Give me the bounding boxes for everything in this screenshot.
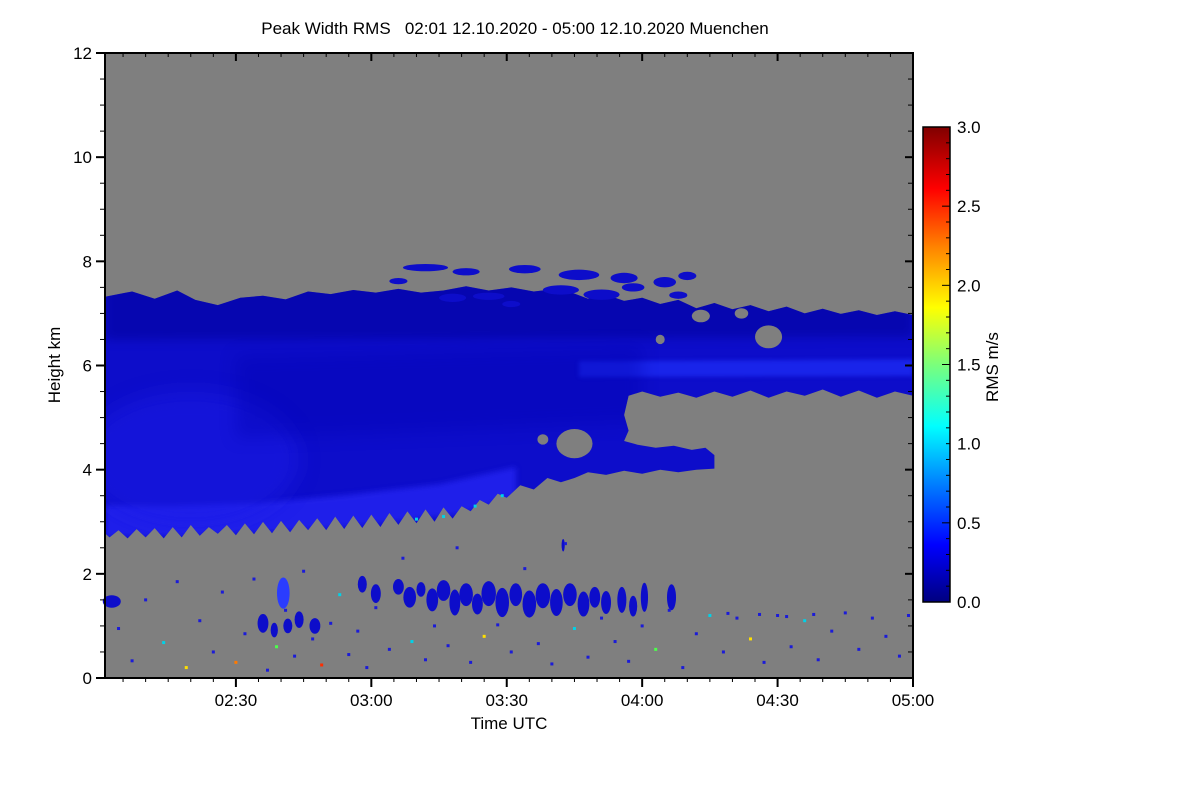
colorbar: 0.0 0.5 1.0 1.5 2.0 2.5 3.0 <box>922 118 981 612</box>
tick-labels: 02:30 03:00 03:30 04:00 04:30 05:00 0 2 4 6 8 10 12 <box>73 44 934 710</box>
svg-text:1.0: 1.0 <box>957 435 981 454</box>
svg-text:04:00: 04:00 <box>621 691 664 710</box>
svg-text:4: 4 <box>83 461 92 480</box>
svg-text:2.0: 2.0 <box>957 276 981 295</box>
deck-intensity-overlays <box>105 286 913 538</box>
svg-text:03:30: 03:30 <box>485 691 528 710</box>
no-data-hole <box>734 308 749 319</box>
y-axis-label: Height km <box>45 327 64 404</box>
svg-text:04:30: 04:30 <box>756 691 799 710</box>
no-data-hole <box>691 309 710 323</box>
low-level-echo-blobs <box>102 538 677 638</box>
no-data-hole <box>537 434 549 445</box>
svg-text:3.0: 3.0 <box>957 118 981 137</box>
svg-text:2: 2 <box>83 565 92 584</box>
detached-cloud-streaks <box>389 263 697 308</box>
svg-text:03:00: 03:00 <box>350 691 393 710</box>
svg-text:02:30: 02:30 <box>215 691 258 710</box>
svg-text:0: 0 <box>83 669 92 688</box>
svg-text:12: 12 <box>73 44 92 63</box>
svg-text:05:00: 05:00 <box>892 691 935 710</box>
speckle-noise <box>117 494 910 672</box>
chart-title: Peak Width RMS 02:01 12.10.2020 - 05:00 … <box>261 19 769 38</box>
heatmap-field <box>102 53 913 678</box>
x-axis-label: Time UTC <box>471 714 548 733</box>
svg-text:10: 10 <box>73 148 92 167</box>
no-data-hole <box>556 429 593 459</box>
svg-text:0.5: 0.5 <box>957 514 981 533</box>
svg-text:6: 6 <box>83 357 92 376</box>
no-data-hole <box>755 325 783 349</box>
svg-text:2.5: 2.5 <box>957 197 981 216</box>
svg-text:1.5: 1.5 <box>957 356 981 375</box>
no-data-hole <box>655 334 665 345</box>
svg-text:8: 8 <box>83 252 92 271</box>
chart-generated-layers: 02:30 03:00 03:30 04:00 04:30 05:000246810120… <box>73 44 981 710</box>
axes <box>96 52 914 687</box>
svg-text:0.0: 0.0 <box>957 593 981 612</box>
colorbar-label: RMS m/s <box>983 332 1002 402</box>
